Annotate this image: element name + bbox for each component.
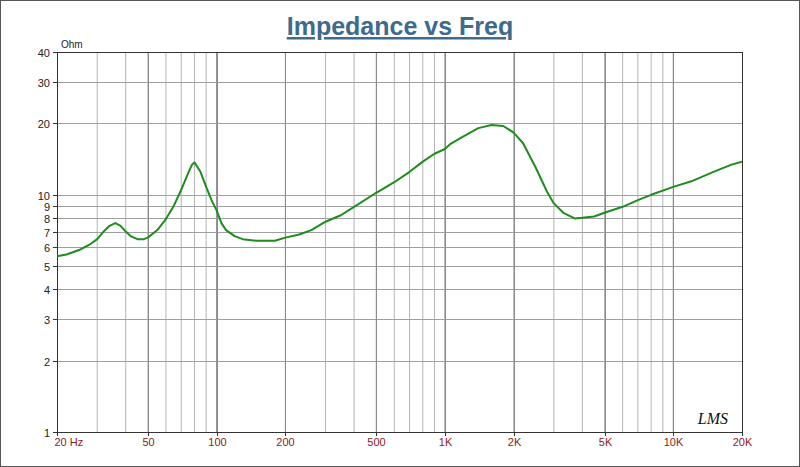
minor-grid-line bbox=[651, 52, 652, 432]
minor-grid-line bbox=[422, 52, 423, 432]
y-tick-label: 20 bbox=[38, 118, 50, 130]
minor-grid-line bbox=[194, 52, 195, 432]
x-tick-label: 500 bbox=[367, 436, 385, 448]
y-grid-line bbox=[57, 123, 742, 124]
y-axis-label: Ohm bbox=[61, 39, 83, 50]
minor-grid-line bbox=[553, 52, 554, 432]
minor-grid-line bbox=[662, 52, 663, 432]
title: Impedance vs Freq bbox=[287, 12, 513, 40]
x-tick-label: 10K bbox=[664, 436, 684, 448]
y-grid-line bbox=[57, 195, 742, 196]
chart: 1 2 3 4 5 6 7 8910 20 30 40 20 Hz 50 100 200 500 1K 2K 5K 1… bbox=[0, 0, 800, 467]
y-tick bbox=[53, 319, 57, 320]
x-tick-label: 20K bbox=[733, 436, 753, 448]
y-tick bbox=[53, 218, 57, 219]
y-grid-line bbox=[57, 361, 742, 362]
y-tick-label: 8 bbox=[44, 213, 50, 225]
y-grid-line bbox=[57, 232, 742, 233]
y-tick bbox=[53, 52, 57, 53]
x-tick-label: 20 Hz bbox=[55, 436, 84, 448]
y-tick-label: 40 bbox=[38, 47, 50, 59]
y-tick-label: 2 bbox=[44, 356, 50, 368]
x-grid-line bbox=[673, 52, 674, 432]
x-tick-label: 5K bbox=[599, 436, 613, 448]
impedance-line bbox=[57, 125, 742, 256]
minor-grid-line bbox=[125, 52, 126, 432]
y-grid-line bbox=[57, 266, 742, 267]
y-tick bbox=[53, 289, 57, 290]
y-grid-line bbox=[57, 206, 742, 207]
minor-grid-line bbox=[285, 52, 286, 432]
plot-frame bbox=[58, 53, 743, 433]
x-tick-label: 100 bbox=[208, 436, 226, 448]
minor-grid-line bbox=[604, 52, 605, 432]
y-tick-label: 30 bbox=[38, 77, 50, 89]
x-grid-line bbox=[445, 52, 446, 432]
minor-grid-line bbox=[354, 52, 355, 432]
minor-grid-line bbox=[147, 52, 148, 432]
x-grid-line bbox=[217, 52, 218, 432]
minor-grid-line bbox=[444, 52, 445, 432]
y-tick bbox=[53, 432, 57, 433]
y-tick bbox=[53, 195, 57, 196]
minor-grid-line bbox=[637, 52, 638, 432]
y-grid-line bbox=[57, 218, 742, 219]
minor-grid-line bbox=[622, 52, 623, 432]
minor-grid-line bbox=[325, 52, 326, 432]
x-tick-label: 200 bbox=[276, 436, 294, 448]
minor-grid-line bbox=[434, 52, 435, 432]
annotation: LMS bbox=[697, 410, 728, 427]
x-grid-line bbox=[148, 52, 149, 432]
minor-grid-line bbox=[513, 52, 514, 432]
x-tick-label: 50 bbox=[142, 436, 154, 448]
x-tick-label: 2K bbox=[508, 436, 522, 448]
y-tick-label: 6 bbox=[44, 242, 50, 254]
x-tick-label: 1K bbox=[439, 436, 453, 448]
minor-grid-line bbox=[376, 52, 377, 432]
y-tick bbox=[53, 361, 57, 362]
minor-grid-line bbox=[181, 52, 182, 432]
y-tick-label: 3 bbox=[44, 314, 50, 326]
minor-grid-line bbox=[582, 52, 583, 432]
y-tick bbox=[53, 123, 57, 124]
y-tick bbox=[53, 206, 57, 207]
x-grid-line bbox=[605, 52, 606, 432]
minor-grid-line bbox=[216, 52, 217, 432]
y-tick-label: 1 bbox=[44, 427, 50, 439]
minor-grid-line bbox=[165, 52, 166, 432]
minor-grid-line bbox=[206, 52, 207, 432]
x-grid-line bbox=[514, 52, 515, 432]
minor-grid-line bbox=[394, 52, 395, 432]
y-tick-label: 9 bbox=[44, 201, 50, 213]
y-grid-line bbox=[57, 82, 742, 83]
x-grid-line bbox=[376, 52, 377, 432]
series-group bbox=[57, 125, 742, 256]
y-tick bbox=[53, 247, 57, 248]
y-tick-label: 4 bbox=[44, 284, 50, 296]
y-tick-label: 10 bbox=[38, 190, 50, 202]
y-tick bbox=[53, 232, 57, 233]
minor-grid-line bbox=[97, 52, 98, 432]
y-tick-label: 5 bbox=[44, 261, 50, 273]
y-grid-line bbox=[57, 247, 742, 248]
grid bbox=[57, 52, 743, 433]
y-tick bbox=[53, 266, 57, 267]
y-tick bbox=[53, 82, 57, 83]
minor-grid-line bbox=[673, 52, 674, 432]
background bbox=[1, 1, 800, 467]
y-grid-line bbox=[57, 319, 742, 320]
y-tick-label: 7 bbox=[44, 227, 50, 239]
y-grid-line bbox=[57, 289, 742, 290]
minor-grid-line bbox=[409, 52, 410, 432]
x-grid-line bbox=[285, 52, 286, 432]
